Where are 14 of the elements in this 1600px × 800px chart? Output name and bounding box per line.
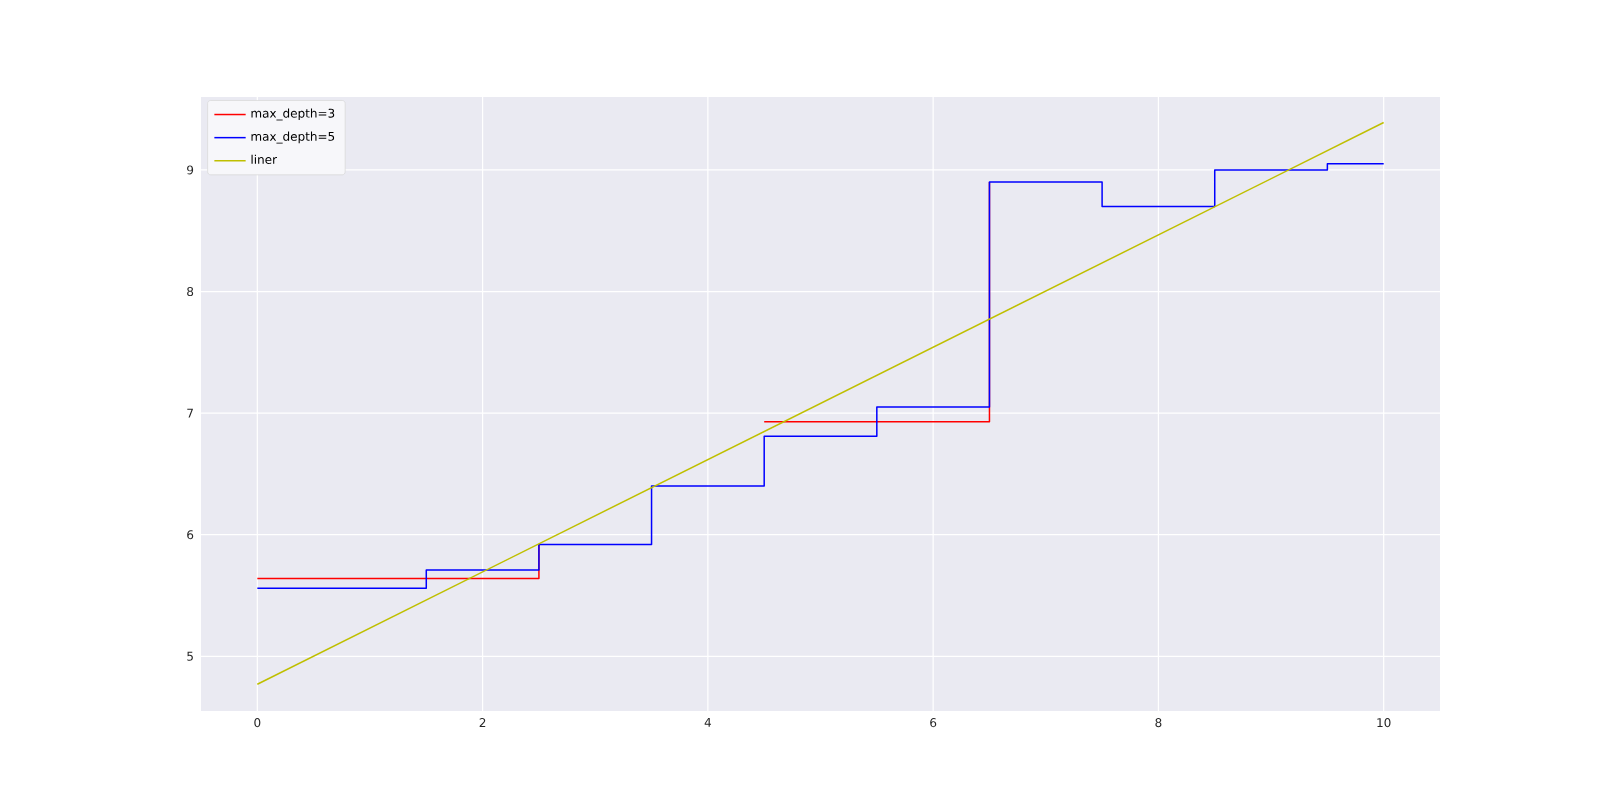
x-tick-label: 4 — [704, 718, 712, 727]
y-tick-label: 7 — [187, 408, 193, 418]
x-tick-label: 2 — [479, 718, 486, 727]
legend-label: liner — [251, 154, 277, 164]
x-tick-label: 10 — [1377, 718, 1391, 728]
y-tick-label: 9 — [187, 165, 194, 175]
y-tick-label: 8 — [187, 286, 194, 297]
legend-label: max_depth=5 — [251, 131, 335, 144]
x-tick-label: 6 — [930, 718, 937, 728]
x-tick-label: 8 — [1155, 718, 1162, 728]
x-tick-label: 0 — [254, 718, 261, 728]
y-tick-label: 5 — [187, 651, 193, 661]
legend-label: max_depth=3 — [251, 108, 335, 121]
y-tick-label: 6 — [187, 530, 194, 540]
